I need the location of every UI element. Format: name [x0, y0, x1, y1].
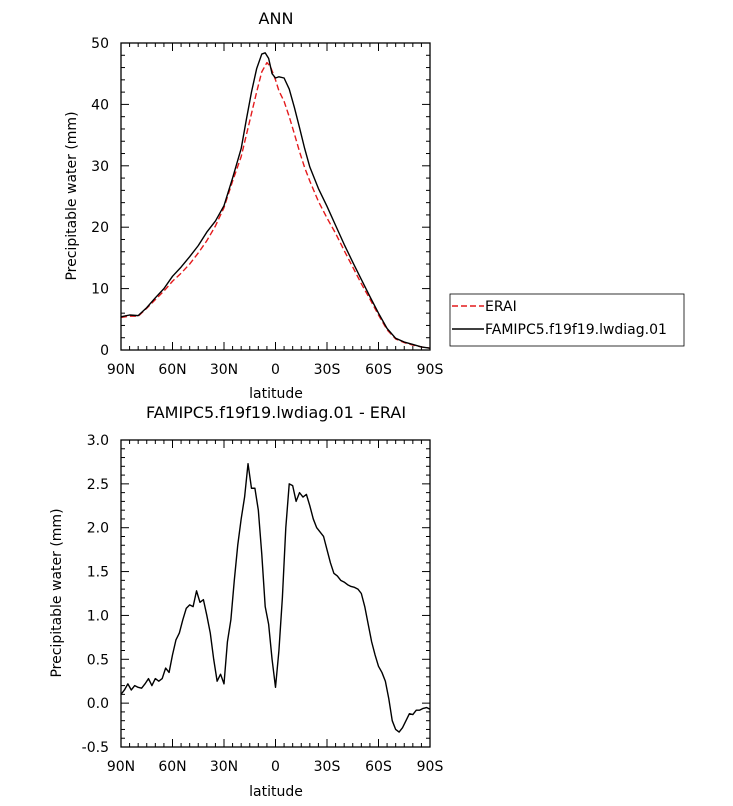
x-tick-label: 90S: [417, 759, 444, 775]
chart-title: ANN: [259, 9, 294, 28]
x-tick-labels: 90N 60N 30N 0 30S 60S 90S: [107, 362, 444, 378]
y-tick-label: 0.0: [87, 696, 109, 712]
y-tick-label: 2.5: [87, 477, 109, 493]
y-tick-label: 1.5: [87, 565, 109, 581]
x-tick-label: 90N: [107, 362, 135, 378]
x-axis-label: latitude: [249, 784, 303, 800]
x-tick-labels: 90N 60N 30N 0 30S 60S 90S: [107, 759, 444, 775]
series-lines: [120, 462, 431, 733]
y-tick-label: 1.0: [87, 608, 109, 624]
legend-label-model: FAMIPC5.f19f19.lwdiag.01: [485, 322, 667, 338]
y-tick-label: 2.0: [87, 521, 109, 537]
chart-panel-difference: FAMIPC5.f19f19.lwdiag.01 - ERAI 90N 60N 30…: [49, 403, 443, 800]
y-tick-label: 0: [100, 343, 109, 359]
legend-box: [449, 293, 685, 347]
chart-title: FAMIPC5.f19f19.lwdiag.01 - ERAI: [146, 403, 406, 422]
x-tick-label: 90S: [417, 362, 444, 378]
y-tick-label: 10: [91, 282, 109, 298]
y-tick-label: 50: [91, 36, 109, 52]
y-tick-label: 0.5: [87, 652, 109, 668]
y-tick-labels: 0 10 20 30 40 50: [91, 36, 109, 359]
series-line-difference: [120, 462, 431, 733]
x-tick-label: 30S: [314, 362, 341, 378]
x-tick-label: 0: [271, 759, 280, 775]
y-tick-label: 20: [91, 220, 109, 236]
y-axis-label: Precipitable water (mm): [49, 508, 65, 677]
y-tick-label: 3.0: [87, 433, 109, 449]
y-tick-label: 40: [91, 97, 109, 113]
plot-frame: [120, 42, 431, 351]
x-tick-label: 30N: [210, 759, 238, 775]
chart-panel-ann: ANN 90N 60N 30N 0 30S 60S 90S 0 10 20 30 40 50 lati…: [64, 9, 443, 402]
series-line-famipc5-f19f19-lwdiag-01: [120, 52, 431, 349]
x-tick-label: 60N: [158, 759, 186, 775]
series-line-erai: [120, 61, 431, 349]
y-tick-label: 30: [91, 159, 109, 175]
axis-ticks: [120, 439, 431, 748]
x-tick-label: 30S: [314, 759, 341, 775]
x-tick-label: 60S: [365, 759, 392, 775]
x-tick-label: 90N: [107, 759, 135, 775]
x-tick-label: 30N: [210, 362, 238, 378]
x-tick-label: 60S: [365, 362, 392, 378]
x-tick-label: 0: [271, 362, 280, 378]
series-lines: [120, 52, 431, 349]
y-tick-label: -0.5: [82, 740, 109, 756]
x-tick-label: 60N: [158, 362, 186, 378]
legend: ERAI FAMIPC5.f19f19.lwdiag.01: [449, 293, 685, 347]
y-tick-labels: -0.5 0.0 0.5 1.0 1.5 2.0 2.5 3.0: [82, 433, 109, 756]
axis-ticks: [120, 42, 431, 351]
x-axis-label: latitude: [249, 386, 303, 402]
plot-frame: [120, 439, 431, 748]
legend-label-erai: ERAI: [485, 299, 517, 315]
y-axis-label: Precipitable water (mm): [64, 111, 80, 280]
